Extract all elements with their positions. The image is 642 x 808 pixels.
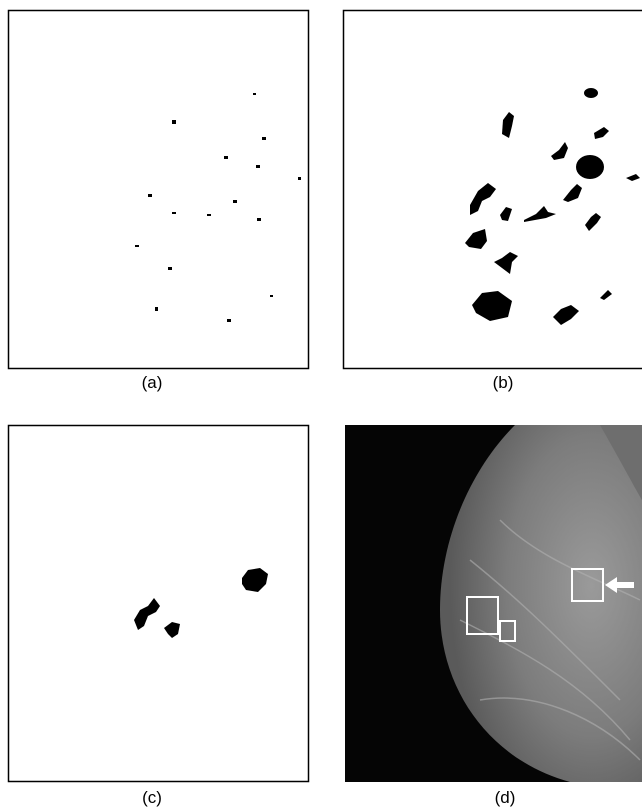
panel-b: (b) [344,11,642,393]
panel-label: (c) [142,788,162,807]
panel-a: (a) [9,11,309,393]
panel-d: (d) [345,425,642,807]
panel-label: (a) [142,373,163,392]
panel-c: (c) [9,426,309,808]
panel-label: (d) [495,788,516,807]
figure: (a) (b) ( [0,0,642,808]
panel-label: (b) [493,373,514,392]
